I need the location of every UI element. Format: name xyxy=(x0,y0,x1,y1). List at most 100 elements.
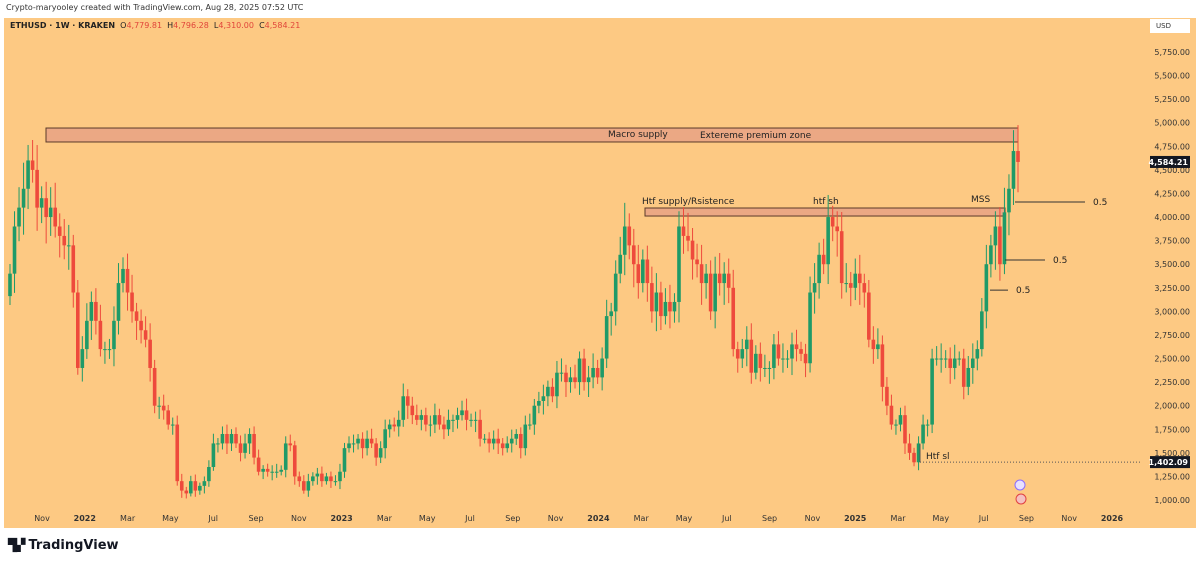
candle-body xyxy=(143,330,148,340)
candle-body xyxy=(781,358,785,360)
candle-body xyxy=(39,198,44,208)
candle-body xyxy=(387,424,392,430)
x-tick-label: Sep xyxy=(505,514,520,523)
x-tick-label: Nov xyxy=(1061,514,1077,523)
y-tick-label: 1,500.00 xyxy=(1154,449,1190,458)
candle-body xyxy=(225,433,229,444)
price-label-bg xyxy=(1150,155,1190,168)
candle-body xyxy=(803,353,808,364)
candle-body xyxy=(491,438,496,444)
candle-body xyxy=(772,344,776,368)
candle-body xyxy=(672,301,677,312)
y-tick-label: 4,250.00 xyxy=(1154,189,1190,198)
y-tick-label: 5,000.00 xyxy=(1154,119,1190,128)
x-tick-label: Mar xyxy=(377,514,393,523)
candle-body xyxy=(80,349,85,368)
candle-body xyxy=(401,396,406,420)
candle-body xyxy=(812,283,817,293)
candle-body xyxy=(157,405,161,407)
candle-body xyxy=(455,415,460,420)
candle-body xyxy=(726,273,731,288)
currency-button[interactable]: USD xyxy=(1150,19,1190,33)
candle-body xyxy=(514,433,519,439)
candle-body xyxy=(631,245,636,265)
chart-area[interactable] xyxy=(4,18,1196,528)
candle-body xyxy=(57,226,62,236)
zone-label: Extereme premium zone xyxy=(700,131,812,141)
candle-body xyxy=(216,443,220,445)
candle-body xyxy=(320,473,324,482)
candle-body xyxy=(600,358,604,378)
candle-body xyxy=(939,358,943,360)
candle-body xyxy=(993,226,998,246)
candle-body xyxy=(839,231,844,284)
candle-body xyxy=(134,311,139,321)
candle-body xyxy=(202,481,207,486)
candle-body xyxy=(975,349,980,359)
candle-body xyxy=(722,273,726,284)
candle-body xyxy=(166,410,171,425)
candle-body xyxy=(731,287,736,350)
candle-body xyxy=(930,358,934,425)
htf-supply-zone xyxy=(644,207,1006,217)
candle-body xyxy=(595,367,600,378)
chart-credit: Crypto-maryooley created with TradingVie… xyxy=(6,3,304,12)
candle-body xyxy=(853,273,858,288)
candle-body xyxy=(270,471,274,473)
candle-body xyxy=(681,226,686,236)
candle-body xyxy=(1016,151,1020,162)
y-tick-label: 5,750.00 xyxy=(1154,48,1190,57)
candle-body xyxy=(464,410,469,420)
candle-body xyxy=(871,339,876,350)
candle-body xyxy=(952,358,957,368)
candle-body xyxy=(867,292,871,340)
candle-body xyxy=(912,452,916,463)
candle-body xyxy=(518,433,523,449)
x-tick-label: 2026 xyxy=(1101,514,1124,523)
y-tick-label: 2,500.00 xyxy=(1154,355,1190,364)
candle-body xyxy=(48,207,53,218)
candle-body xyxy=(903,415,907,444)
fib-label: 0.5 xyxy=(1016,286,1030,296)
candle-body xyxy=(885,386,889,406)
candle-body xyxy=(555,372,559,397)
candle-body xyxy=(297,476,302,482)
candle-body xyxy=(636,264,641,284)
x-tick-label: Sep xyxy=(1019,514,1034,523)
x-tick-label: May xyxy=(419,514,436,523)
candle-body xyxy=(482,438,487,440)
symbol-label: ETHUSD · 1W · KRAKEN xyxy=(10,21,116,30)
candle-body xyxy=(749,339,754,373)
candle-body xyxy=(984,264,989,312)
candle-body xyxy=(948,358,952,368)
candle-body xyxy=(243,443,247,453)
candle-body xyxy=(496,438,500,444)
candle-body xyxy=(333,481,338,483)
candle-body xyxy=(30,160,35,170)
candle-body xyxy=(234,433,238,444)
candle-body xyxy=(758,353,763,368)
candle-body xyxy=(338,471,342,482)
candle-body xyxy=(894,424,898,426)
y-tick-label: 4,500.00 xyxy=(1154,166,1190,175)
candle-body xyxy=(609,311,613,317)
candle-body xyxy=(717,273,722,284)
htf-sl-label: Htf sl xyxy=(926,452,950,462)
candle-body xyxy=(288,443,293,446)
candle-body xyxy=(351,443,356,445)
candle-body xyxy=(383,429,387,449)
candle-body xyxy=(261,468,265,472)
candle-body xyxy=(586,377,591,383)
candle-body xyxy=(98,320,103,350)
price-label: 4,584.21 xyxy=(1149,158,1189,167)
candle-body xyxy=(577,358,582,383)
candle-body xyxy=(76,292,80,368)
candle-body xyxy=(754,353,758,373)
candle-body xyxy=(410,405,415,416)
candle-body xyxy=(505,443,510,449)
candle-body xyxy=(889,405,894,425)
x-tick-label: 2022 xyxy=(74,514,96,523)
candle-body xyxy=(265,468,270,472)
candle-body xyxy=(943,358,948,360)
